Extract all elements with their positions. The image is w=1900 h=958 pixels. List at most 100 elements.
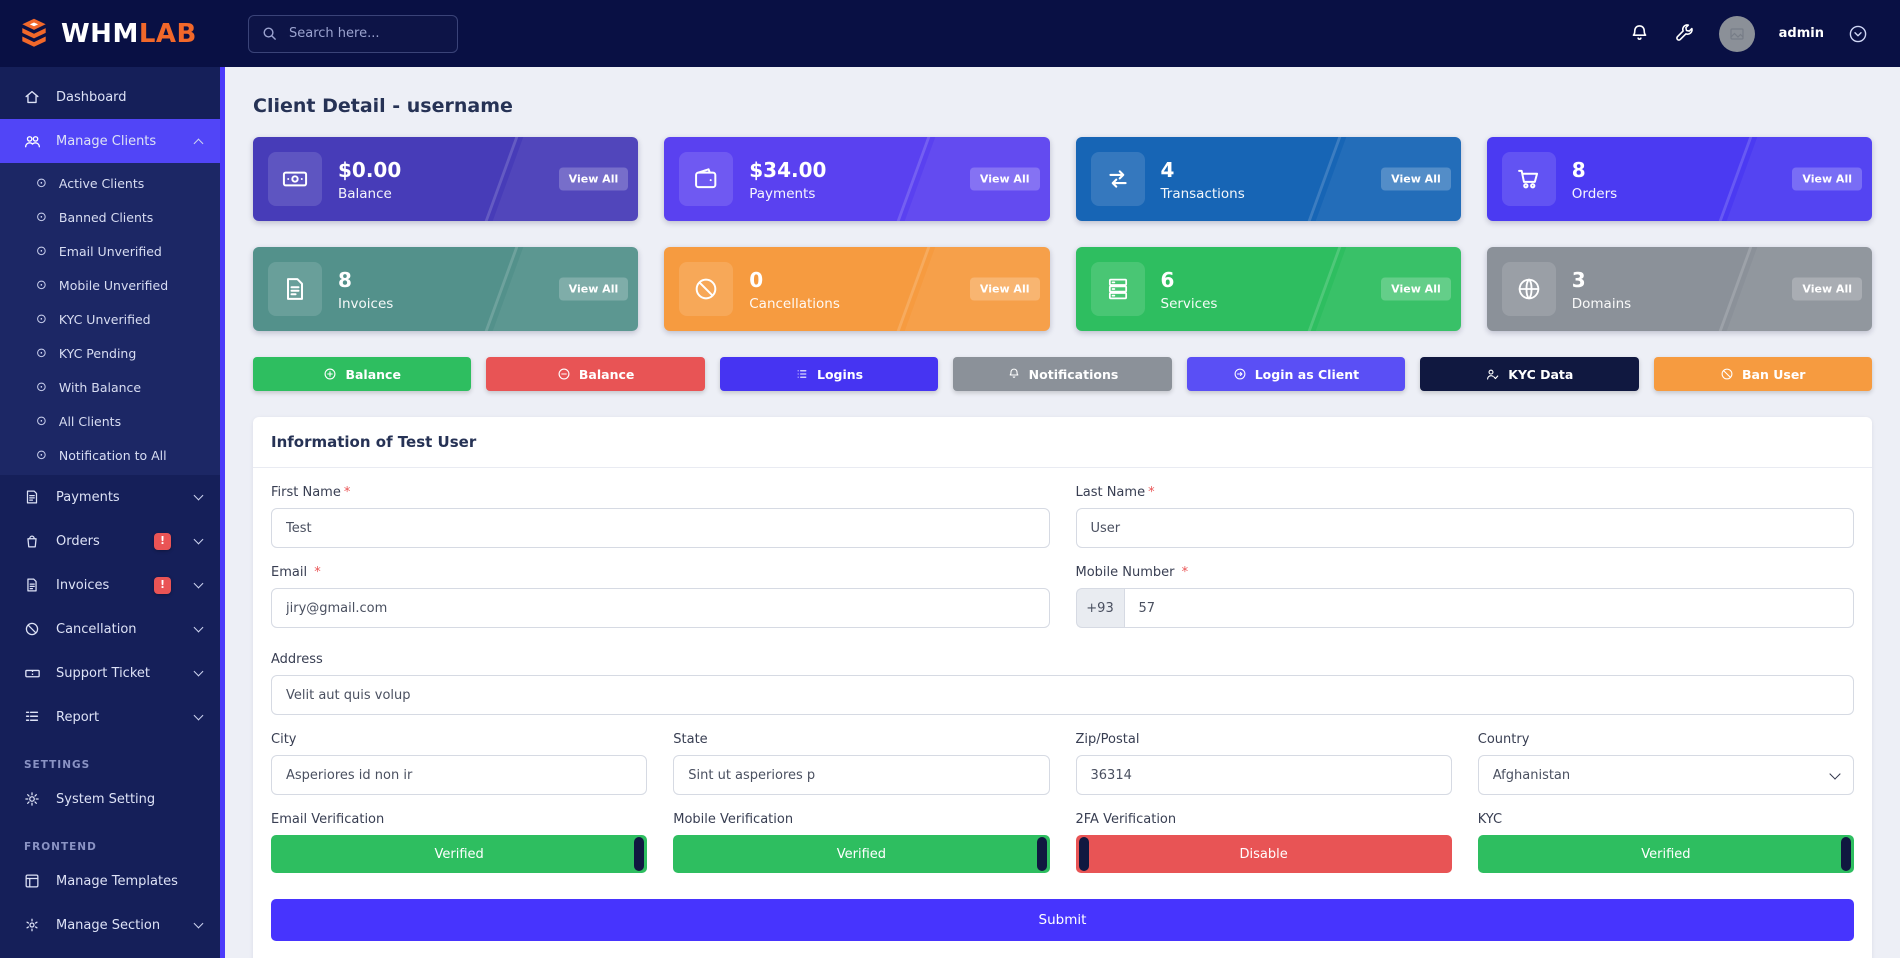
user-menu-chevron-icon[interactable] (1848, 24, 1868, 44)
ban-icon (22, 620, 42, 638)
sidebar-subitem-with-balance[interactable]: ⊙ With Balance (0, 370, 220, 404)
sidebar-item-manage-templates[interactable]: Manage Templates (0, 859, 220, 903)
logins-button[interactable]: Logins (719, 357, 939, 391)
topbar-right: admin (1629, 15, 1900, 52)
brand-logo-text: WHMLAB (61, 18, 197, 49)
view-all-button[interactable]: View All (969, 167, 1040, 191)
sidebar-item-report[interactable]: Report (0, 695, 220, 739)
manage-clients-submenu: ⊙ Active Clients ⊙ Banned Clients ⊙ Email U… (0, 163, 220, 475)
notifications-bell-icon[interactable] (1629, 23, 1650, 44)
add-balance-button[interactable]: Balance (253, 357, 472, 391)
toggle-knob (1036, 837, 1047, 871)
stat-label: Balance (338, 185, 392, 202)
sidebar-subitem-mobile-unverified[interactable]: ⊙ Mobile Unverified (0, 268, 220, 302)
email-field[interactable] (271, 588, 1050, 628)
stat-value: 8 (338, 267, 352, 292)
dot-circle-icon: ⊙ (36, 209, 47, 225)
sidebar-item-orders[interactable]: Orders ! (0, 519, 220, 563)
orders-alert-badge: ! (154, 532, 171, 550)
toggle-state-label: Verified (1641, 846, 1691, 862)
first-name-label: First Name * (271, 485, 351, 500)
stat-label: Invoices (338, 295, 394, 312)
tools-wrench-icon[interactable] (1674, 23, 1695, 44)
city-field[interactable] (271, 755, 648, 795)
view-all-button[interactable]: View All (1792, 277, 1862, 301)
sidebar-subitem-banned-clients[interactable]: ⊙ Banned Clients (0, 200, 220, 234)
required-asterisk: * (314, 565, 321, 580)
email-verification-label: Email Verification (271, 812, 385, 827)
dot-circle-icon: ⊙ (36, 345, 47, 361)
sidebar-subitem-kyc-unverified[interactable]: ⊙ KYC Unverified (0, 302, 220, 336)
sidebar-item-system-setting[interactable]: System Setting (0, 777, 220, 821)
zip-postal-field[interactable] (1075, 755, 1452, 795)
subtract-balance-button[interactable]: Balance (486, 357, 705, 391)
view-all-button[interactable]: View All (969, 277, 1040, 301)
sidebar-item-label: Orders (56, 533, 100, 549)
sidebar-item-dashboard[interactable]: Dashboard (0, 75, 220, 119)
client-info-panel: Information of Test User First Name* Las… (253, 417, 1872, 958)
stat-card-payments: $34.00 Payments View All (664, 137, 1050, 221)
submit-button[interactable]: Submit (271, 899, 1854, 941)
search-input[interactable] (287, 25, 461, 42)
sidebar-item-cancellation[interactable]: Cancellation (0, 607, 220, 651)
sidebar-subitem-active-clients[interactable]: ⊙ Active Clients (0, 166, 220, 200)
gear-icon (22, 790, 42, 808)
sidebar-item-label: Invoices (56, 577, 110, 593)
ban-user-button[interactable]: Ban User (1653, 357, 1872, 391)
address-field[interactable] (271, 675, 1854, 715)
sidebar-item-label: Manage Templates (56, 873, 178, 889)
brand-logo[interactable]: WHMLAB (0, 16, 220, 52)
sidebar-item-support-ticket[interactable]: Support Ticket (0, 651, 220, 695)
search-box[interactable] (248, 14, 461, 53)
sidebar-subitem-notification-to-all[interactable]: ⊙ Notification to All (0, 438, 220, 472)
required-asterisk: * (343, 485, 351, 500)
first-name-field[interactable] (271, 508, 1050, 548)
mobile-verification-toggle[interactable]: Verified (673, 835, 1050, 873)
bell-icon (1009, 368, 1019, 378)
sidebar-subitem-email-unverified[interactable]: ⊙ Email Unverified (0, 234, 220, 268)
dot-circle-icon: ⊙ (36, 277, 47, 293)
sidebar-item-manage-clients[interactable]: Manage Clients (0, 119, 220, 163)
sidebar-item-label: Support Ticket (56, 665, 150, 681)
state-field[interactable] (673, 755, 1050, 795)
stat-card-services: 6 Services View All (1075, 247, 1461, 331)
chevron-down-icon (193, 918, 204, 929)
twofa-verification-toggle[interactable]: Disable (1075, 835, 1452, 873)
sidebar-subitem-kyc-pending[interactable]: ⊙ KYC Pending (0, 336, 220, 370)
home-icon (22, 88, 42, 106)
email-verification-toggle[interactable]: Verified (271, 835, 648, 873)
sidebar-item-invoices[interactable]: Invoices ! (0, 563, 220, 607)
sidebar-subitem-all-clients[interactable]: ⊙ All Clients (0, 404, 220, 438)
panel-title: Information of Test User (253, 417, 1872, 468)
view-all-button[interactable]: View All (1381, 167, 1451, 191)
mobile-number-field[interactable] (1123, 588, 1854, 628)
sidebar-item-payments[interactable]: Payments (0, 475, 220, 519)
stat-card-domains: 3 Domains View All (1486, 247, 1872, 331)
user-avatar[interactable] (1718, 15, 1755, 52)
dial-code-prefix: +93 (1075, 588, 1124, 628)
shopping-bag-icon (22, 532, 42, 550)
button-label: Login as Client (1254, 366, 1360, 382)
login-as-client-button[interactable]: Login as Client (1186, 357, 1406, 391)
last-name-field[interactable] (1075, 508, 1854, 548)
country-select[interactable]: Afghanistan (1477, 755, 1854, 795)
stat-card-balance: $0.00 Balance View All (253, 137, 639, 221)
list-icon (797, 370, 807, 378)
ban-icon (1721, 368, 1733, 380)
sidebar: Dashboard Manage Clients ⊙ Active Clients… (0, 67, 220, 958)
stat-card-transactions: 4 Transactions View All (1075, 137, 1461, 221)
sidebar-item-label: Manage Clients (56, 133, 157, 149)
chevron-down-icon (193, 710, 204, 721)
kyc-data-button[interactable]: KYC Data (1420, 357, 1639, 391)
notifications-button[interactable]: Notifications (953, 357, 1172, 391)
view-all-button[interactable]: View All (1381, 277, 1451, 301)
sidebar-item-manage-section[interactable]: Manage Section (0, 903, 220, 947)
view-all-button[interactable]: View All (558, 167, 629, 191)
kyc-toggle[interactable]: Verified (1477, 835, 1854, 873)
sidebar-scrollbar[interactable] (220, 67, 225, 958)
chevron-down-icon (193, 622, 204, 633)
view-all-button[interactable]: View All (558, 277, 629, 301)
toggle-knob (1841, 837, 1851, 871)
view-all-button[interactable]: View All (1792, 167, 1862, 191)
button-label: KYC Data (1508, 366, 1574, 382)
